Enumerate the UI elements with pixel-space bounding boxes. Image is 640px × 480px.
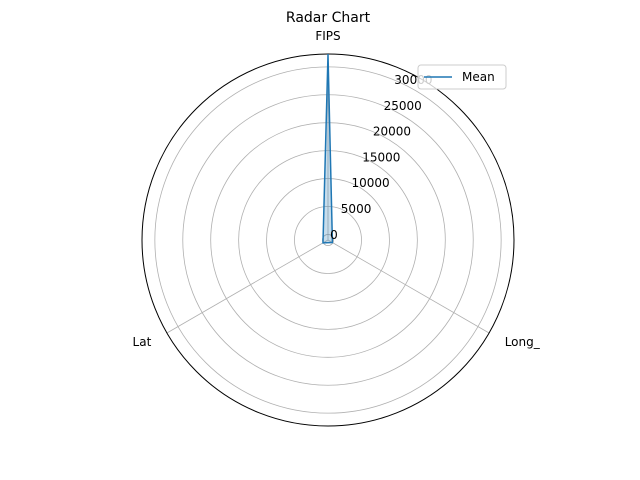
r-tick-label-2: 10000: [352, 176, 390, 190]
spoke-2: [166, 239, 329, 334]
axis-label-lat: Lat: [133, 335, 152, 349]
series-fill-mean: [322, 54, 333, 243]
series-layer: [322, 53, 334, 244]
legend-box: [417, 64, 507, 90]
chart-title: Radar Chart: [286, 10, 371, 26]
axis-label-long: Long_: [505, 335, 541, 349]
r-tick-label-1: 5000: [341, 202, 372, 216]
spoke-1: [327, 239, 490, 334]
legend: Mean: [417, 64, 507, 90]
axis-label-fips: FIPS: [315, 29, 340, 43]
r-tick-label-3: 15000: [362, 150, 400, 164]
axis-labels: FIPS Long_ Lat: [133, 29, 541, 349]
series-line-mean: [322, 53, 334, 244]
r-tick-label-4: 20000: [373, 125, 411, 139]
legend-label-mean: Mean: [462, 70, 495, 84]
r-tick-label-0: 0: [330, 228, 338, 242]
r-tick-label-5: 25000: [384, 99, 422, 113]
